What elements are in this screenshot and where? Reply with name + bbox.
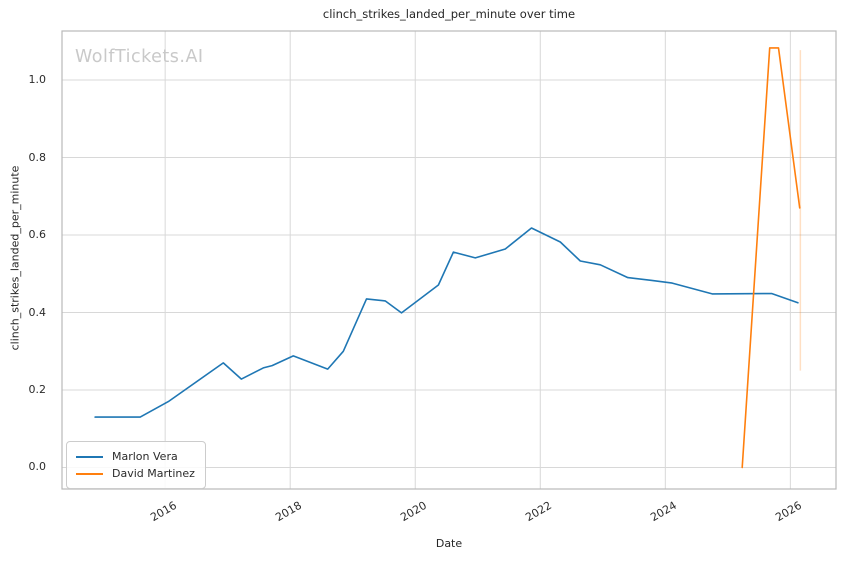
chart-title: clinch_strikes_landed_per_minute over ti… xyxy=(322,7,576,21)
series-line-david-martinez xyxy=(741,47,801,469)
watermark: WolfTickets.AI xyxy=(75,47,204,67)
y-tick-label-0.6: 0.6 xyxy=(28,228,47,241)
axes-spines xyxy=(61,30,837,490)
series-line-marlon-vera xyxy=(94,227,799,418)
legend-item-david-martinez: David Martinez xyxy=(76,465,195,482)
legend-line-swatch-blue xyxy=(76,455,103,458)
legend-item-marlon-vera: Marlon Vera xyxy=(76,448,195,465)
y-tick-label-0.2: 0.2 xyxy=(28,382,47,396)
x-axis-label: Date xyxy=(435,537,463,550)
legend-label-marlon-vera: Marlon Vera xyxy=(112,450,178,463)
legend: Marlon Vera David Martinez xyxy=(66,441,206,489)
legend-line-swatch-orange xyxy=(76,472,103,475)
y-tick-label-1.0: 1.0 xyxy=(28,73,47,87)
y-axis-label: clinch_strikes_landed_per_minute xyxy=(8,165,22,351)
legend-label-david-martinez: David Martinez xyxy=(112,467,195,480)
y-tick-label-0.4: 0.4 xyxy=(28,305,47,319)
y-tick-label-0.8: 0.8 xyxy=(28,150,47,164)
y-tick-label-0.0: 0.0 xyxy=(28,460,47,474)
